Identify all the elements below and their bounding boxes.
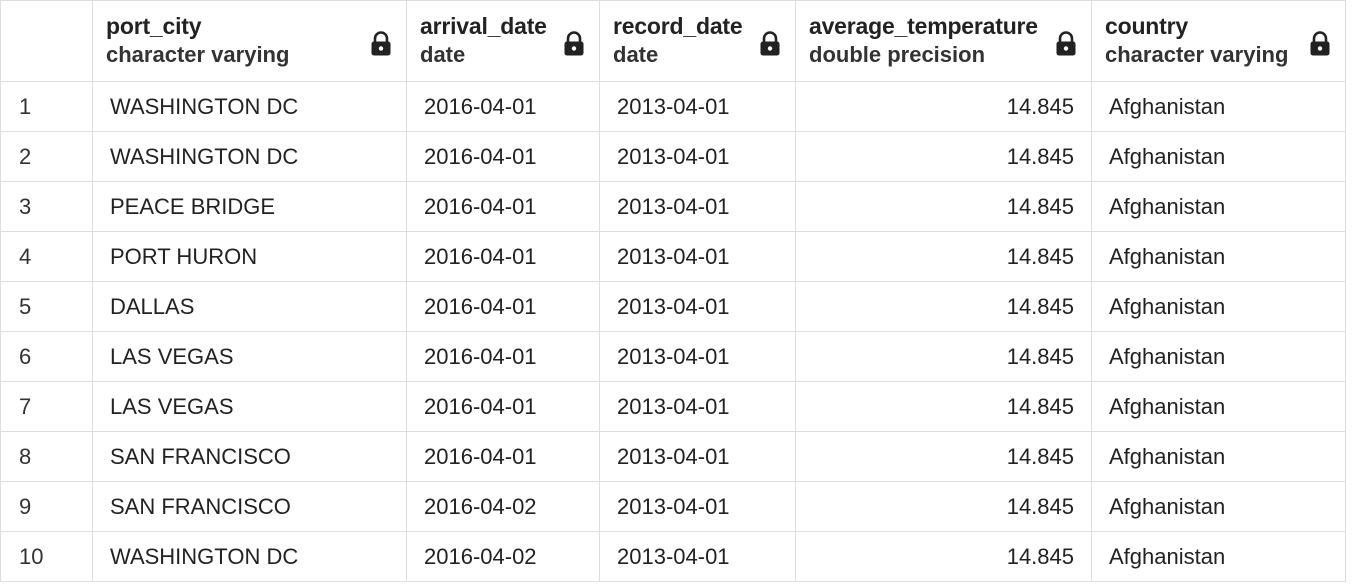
column-name: average_temperature	[809, 13, 1038, 39]
table-row[interactable]: 9 SAN FRANCISCO 2016-04-02 2013-04-01 14…	[0, 481, 1346, 532]
column-header-average-temperature[interactable]: average_temperature double precision	[795, 0, 1092, 82]
cell-arrival-date[interactable]: 2016-04-01	[406, 281, 600, 332]
column-name: country	[1105, 13, 1188, 39]
cell-country[interactable]: Afghanistan	[1091, 431, 1346, 482]
cell-record-date[interactable]: 2013-04-01	[599, 281, 796, 332]
cell-record-date[interactable]: 2013-04-01	[599, 381, 796, 432]
cell-average-temperature[interactable]: 14.845	[795, 231, 1092, 282]
cell-country[interactable]: Afghanistan	[1091, 181, 1346, 232]
cell-record-date[interactable]: 2013-04-01	[599, 231, 796, 282]
column-header-port-city[interactable]: port_city character varying	[92, 0, 407, 82]
cell-country[interactable]: Afghanistan	[1091, 131, 1346, 182]
cell-country[interactable]: Afghanistan	[1091, 331, 1346, 382]
cell-port-city[interactable]: SAN FRANCISCO	[92, 481, 407, 532]
cell-port-city[interactable]: LAS VEGAS	[92, 381, 407, 432]
cell-average-temperature[interactable]: 14.845	[795, 531, 1092, 582]
cell-average-temperature[interactable]: 14.845	[795, 281, 1092, 332]
cell-arrival-date[interactable]: 2016-04-01	[406, 331, 600, 382]
table-row[interactable]: 7 LAS VEGAS 2016-04-01 2013-04-01 14.845…	[0, 381, 1346, 432]
column-type: character varying	[1105, 42, 1289, 67]
table-row[interactable]: 2 WASHINGTON DC 2016-04-01 2013-04-01 14…	[0, 131, 1346, 182]
lock-icon	[371, 31, 391, 56]
cell-record-date[interactable]: 2013-04-01	[599, 181, 796, 232]
cell-country[interactable]: Afghanistan	[1091, 81, 1346, 132]
cell-arrival-date[interactable]: 2016-04-02	[406, 481, 600, 532]
cell-port-city[interactable]: WASHINGTON DC	[92, 531, 407, 582]
cell-arrival-date[interactable]: 2016-04-01	[406, 381, 600, 432]
column-header-record-date[interactable]: record_date date	[599, 0, 796, 82]
column-header-country[interactable]: country character varying	[1091, 0, 1346, 82]
row-number[interactable]: 2	[0, 131, 93, 182]
column-header-arrival-date[interactable]: arrival_date date	[406, 0, 600, 82]
cell-record-date[interactable]: 2013-04-01	[599, 81, 796, 132]
table-row[interactable]: 8 SAN FRANCISCO 2016-04-01 2013-04-01 14…	[0, 431, 1346, 482]
table-row[interactable]: 10 WASHINGTON DC 2016-04-02 2013-04-01 1…	[0, 531, 1346, 582]
cell-country[interactable]: Afghanistan	[1091, 531, 1346, 582]
cell-port-city[interactable]: DALLAS	[92, 281, 407, 332]
cell-country[interactable]: Afghanistan	[1091, 281, 1346, 332]
table-row[interactable]: 1 WASHINGTON DC 2016-04-01 2013-04-01 14…	[0, 81, 1346, 132]
cell-average-temperature[interactable]: 14.845	[795, 381, 1092, 432]
row-number[interactable]: 6	[0, 331, 93, 382]
cell-port-city[interactable]: LAS VEGAS	[92, 331, 407, 382]
cell-port-city[interactable]: PEACE BRIDGE	[92, 181, 407, 232]
cell-average-temperature[interactable]: 14.845	[795, 481, 1092, 532]
cell-port-city[interactable]: WASHINGTON DC	[92, 81, 407, 132]
cell-arrival-date[interactable]: 2016-04-01	[406, 81, 600, 132]
header-row: port_city character varying arrival_date…	[0, 0, 1346, 82]
column-name: port_city	[106, 13, 202, 39]
table-row[interactable]: 3 PEACE BRIDGE 2016-04-01 2013-04-01 14.…	[0, 181, 1346, 232]
cell-average-temperature[interactable]: 14.845	[795, 81, 1092, 132]
row-number[interactable]: 1	[0, 81, 93, 132]
column-type: date	[420, 42, 466, 67]
cell-record-date[interactable]: 2013-04-01	[599, 431, 796, 482]
cell-record-date[interactable]: 2013-04-01	[599, 331, 796, 382]
cell-record-date[interactable]: 2013-04-01	[599, 481, 796, 532]
lock-icon	[1056, 31, 1076, 56]
cell-arrival-date[interactable]: 2016-04-01	[406, 131, 600, 182]
column-type: date	[613, 42, 659, 67]
cell-port-city[interactable]: PORT HURON	[92, 231, 407, 282]
row-number[interactable]: 8	[0, 431, 93, 482]
cell-record-date[interactable]: 2013-04-01	[599, 531, 796, 582]
cell-average-temperature[interactable]: 14.845	[795, 431, 1092, 482]
lock-icon	[1310, 31, 1330, 56]
column-name: arrival_date	[420, 13, 547, 39]
table-row[interactable]: 4 PORT HURON 2016-04-01 2013-04-01 14.84…	[0, 231, 1346, 282]
cell-port-city[interactable]: WASHINGTON DC	[92, 131, 407, 182]
row-number[interactable]: 3	[0, 181, 93, 232]
column-type: double precision	[809, 42, 986, 67]
row-number-header[interactable]	[0, 0, 93, 82]
cell-arrival-date[interactable]: 2016-04-01	[406, 231, 600, 282]
cell-average-temperature[interactable]: 14.845	[795, 331, 1092, 382]
column-name: record_date	[613, 13, 743, 39]
cell-record-date[interactable]: 2013-04-01	[599, 131, 796, 182]
lock-icon	[760, 31, 780, 56]
row-number[interactable]: 7	[0, 381, 93, 432]
row-number[interactable]: 10	[0, 531, 93, 582]
table-row[interactable]: 6 LAS VEGAS 2016-04-01 2013-04-01 14.845…	[0, 331, 1346, 382]
cell-country[interactable]: Afghanistan	[1091, 231, 1346, 282]
column-type: character varying	[106, 42, 290, 67]
cell-arrival-date[interactable]: 2016-04-01	[406, 431, 600, 482]
row-number[interactable]: 4	[0, 231, 93, 282]
row-number[interactable]: 9	[0, 481, 93, 532]
row-number[interactable]: 5	[0, 281, 93, 332]
cell-port-city[interactable]: SAN FRANCISCO	[92, 431, 407, 482]
cell-country[interactable]: Afghanistan	[1091, 381, 1346, 432]
cell-arrival-date[interactable]: 2016-04-01	[406, 181, 600, 232]
cell-average-temperature[interactable]: 14.845	[795, 181, 1092, 232]
table-row[interactable]: 5 DALLAS 2016-04-01 2013-04-01 14.845 Af…	[0, 281, 1346, 332]
cell-average-temperature[interactable]: 14.845	[795, 131, 1092, 182]
lock-icon	[564, 31, 584, 56]
cell-arrival-date[interactable]: 2016-04-02	[406, 531, 600, 582]
cell-country[interactable]: Afghanistan	[1091, 481, 1346, 532]
